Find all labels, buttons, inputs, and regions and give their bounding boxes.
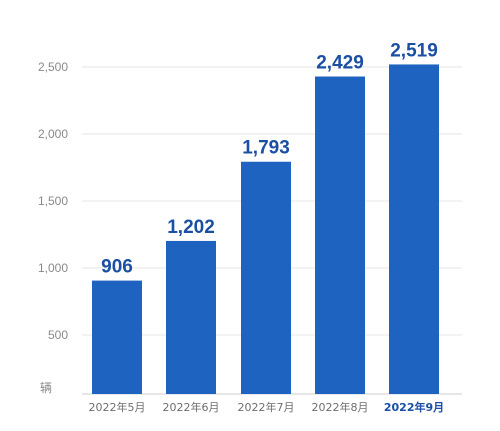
- data-label: 906: [101, 257, 133, 278]
- bar: [389, 64, 439, 394]
- data-label: 2,429: [316, 53, 364, 74]
- data-label: 2,519: [390, 40, 438, 61]
- y-tick-label: 2,000: [38, 127, 68, 141]
- x-category-label: 2022年8月: [312, 400, 369, 414]
- x-category-label: 2022年5月: [89, 400, 146, 414]
- data-label: 1,202: [167, 217, 215, 238]
- y-tick-label: 500: [48, 328, 68, 342]
- bar: [92, 280, 142, 394]
- bar: [241, 161, 291, 394]
- bar: [166, 240, 216, 394]
- x-category-label: 2022年7月: [238, 400, 295, 414]
- unit-label: 辆: [40, 381, 52, 395]
- y-tick-label: 2,500: [38, 60, 68, 74]
- bar: [315, 76, 365, 394]
- data-labels: 906 1,202 1,793 2,429 2,519: [101, 40, 438, 277]
- y-tick-label: 1,000: [38, 261, 68, 275]
- x-category-label: 2022年9月: [384, 400, 444, 414]
- x-axis-category-labels: 2022年5月 2022年6月 2022年7月 2022年8月 2022年9月: [89, 400, 445, 414]
- y-axis-tick-labels: 500 1,000 1,500 2,000 2,500: [38, 60, 68, 342]
- x-category-label: 2022年6月: [163, 400, 220, 414]
- bars: [92, 64, 439, 394]
- y-tick-label: 1,500: [38, 194, 68, 208]
- data-label: 1,793: [242, 138, 290, 159]
